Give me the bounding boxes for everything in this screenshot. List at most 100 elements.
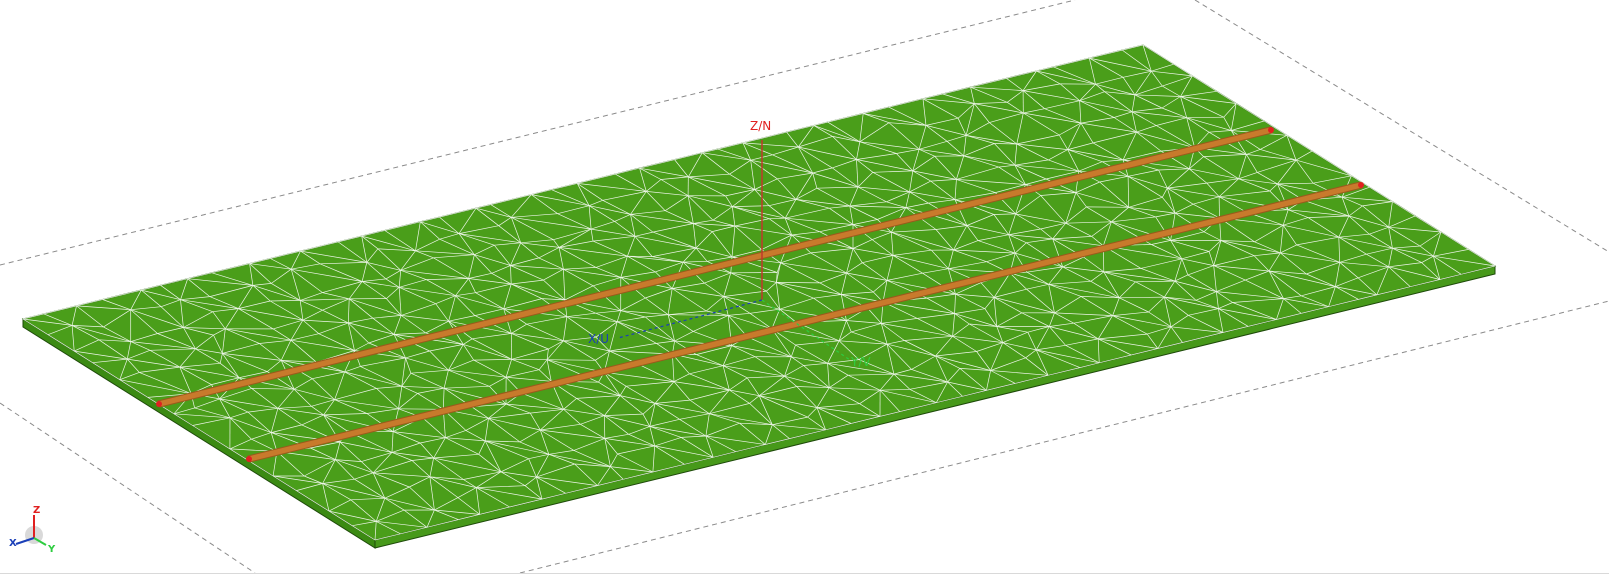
mesh-edge bbox=[856, 153, 897, 160]
mesh-edge bbox=[673, 381, 730, 391]
mesh-edge bbox=[1341, 186, 1370, 198]
mesh-edge bbox=[277, 388, 295, 409]
mesh-edge bbox=[574, 463, 598, 486]
mesh-edge bbox=[645, 316, 675, 342]
mesh-edge bbox=[598, 381, 621, 396]
mesh-edge bbox=[1131, 111, 1137, 133]
mesh-edge bbox=[1002, 331, 1028, 343]
mesh-edge bbox=[952, 335, 1003, 343]
mesh-edge bbox=[1263, 120, 1288, 136]
mesh-edge bbox=[668, 310, 707, 316]
mesh-edge bbox=[294, 388, 335, 401]
mesh-edge bbox=[1257, 159, 1297, 173]
mesh-edge bbox=[271, 424, 302, 433]
mesh-edge bbox=[563, 267, 597, 270]
mesh-edge bbox=[780, 262, 847, 274]
mesh-edge bbox=[1111, 216, 1156, 223]
mesh-edge bbox=[620, 271, 656, 278]
mesh-edge bbox=[1218, 308, 1224, 333]
mesh-edge bbox=[1203, 231, 1222, 241]
mesh-edge bbox=[1180, 96, 1237, 104]
mesh-edge bbox=[766, 290, 780, 310]
mesh-edge bbox=[400, 269, 469, 279]
mesh-edge bbox=[989, 122, 1018, 145]
mesh-edge bbox=[1388, 226, 1421, 247]
mesh-edge bbox=[505, 403, 531, 414]
mesh-edge bbox=[617, 316, 646, 323]
mesh-edge bbox=[948, 249, 954, 269]
mesh-edge bbox=[334, 371, 345, 400]
mesh-edge bbox=[361, 452, 393, 462]
mesh-edge bbox=[859, 141, 897, 154]
mesh-edge bbox=[429, 476, 459, 498]
mesh-edge bbox=[448, 369, 507, 378]
mesh-edge bbox=[590, 229, 594, 242]
mesh-edge bbox=[511, 283, 542, 299]
mesh-edge bbox=[1174, 280, 1217, 292]
mesh-edge bbox=[841, 291, 874, 295]
mesh-edge bbox=[934, 155, 957, 180]
mesh-edge bbox=[510, 242, 522, 266]
mesh-edge bbox=[952, 323, 970, 337]
mesh-edge bbox=[776, 282, 842, 295]
mesh-edge bbox=[704, 272, 731, 284]
mesh-edge bbox=[361, 262, 368, 282]
mesh-edge bbox=[1230, 103, 1237, 131]
mesh-edge bbox=[130, 341, 196, 350]
mesh-edge bbox=[540, 409, 564, 431]
mesh-edge bbox=[784, 199, 797, 219]
mesh-edge bbox=[604, 438, 611, 467]
mesh-edge bbox=[652, 445, 656, 473]
mesh-edge bbox=[1128, 196, 1163, 208]
mesh-edge bbox=[498, 225, 521, 244]
mesh-edge bbox=[384, 497, 435, 511]
mesh-edge bbox=[543, 268, 564, 281]
mesh-edge bbox=[954, 294, 956, 314]
triad-z-label: Z bbox=[33, 505, 40, 516]
mesh-edge bbox=[970, 78, 1007, 88]
mesh-edge bbox=[712, 206, 733, 221]
mesh-edge bbox=[400, 315, 426, 334]
mesh-edge bbox=[846, 248, 854, 274]
mesh-edge bbox=[488, 403, 507, 419]
mesh-edge bbox=[1054, 296, 1082, 314]
mesh-edge bbox=[366, 408, 399, 414]
mesh-edge bbox=[485, 440, 529, 460]
mesh-edge bbox=[1170, 326, 1183, 343]
mesh-edge bbox=[540, 429, 575, 451]
mesh-edge bbox=[630, 214, 694, 224]
mesh-edge bbox=[179, 348, 196, 368]
mesh-edge bbox=[1091, 236, 1104, 247]
mesh-edge bbox=[192, 425, 231, 450]
mesh-edge bbox=[22, 318, 49, 335]
mesh-edge bbox=[1086, 206, 1112, 223]
mesh-edge bbox=[1433, 255, 1496, 267]
mesh-edge bbox=[1433, 256, 1441, 280]
mesh-edge bbox=[827, 113, 864, 123]
mesh-edge bbox=[977, 240, 1016, 254]
mesh-edge bbox=[649, 426, 706, 437]
mesh-edge bbox=[511, 213, 558, 218]
mesh-edge bbox=[712, 225, 735, 232]
mesh-edge bbox=[953, 240, 979, 251]
mesh-edge bbox=[810, 248, 854, 254]
orientation-triad[interactable]: Z X Y bbox=[9, 505, 56, 555]
mesh-edge bbox=[47, 334, 75, 352]
mesh-edge bbox=[627, 255, 656, 273]
mesh-edge bbox=[1093, 131, 1137, 144]
mesh-edge bbox=[1440, 231, 1469, 250]
mesh-edge bbox=[1174, 203, 1194, 214]
mesh-edge bbox=[270, 408, 279, 433]
mesh-edge bbox=[956, 166, 999, 180]
mesh-edge bbox=[858, 343, 888, 360]
mesh-edge bbox=[739, 422, 766, 445]
mesh-edge bbox=[1123, 70, 1152, 78]
mesh-edge bbox=[1048, 266, 1063, 285]
mesh-edge bbox=[813, 125, 860, 143]
mesh-edge bbox=[1388, 262, 1422, 268]
mesh-edge bbox=[1170, 326, 1224, 333]
mesh-edge bbox=[649, 426, 682, 438]
mesh-edge bbox=[816, 403, 860, 408]
